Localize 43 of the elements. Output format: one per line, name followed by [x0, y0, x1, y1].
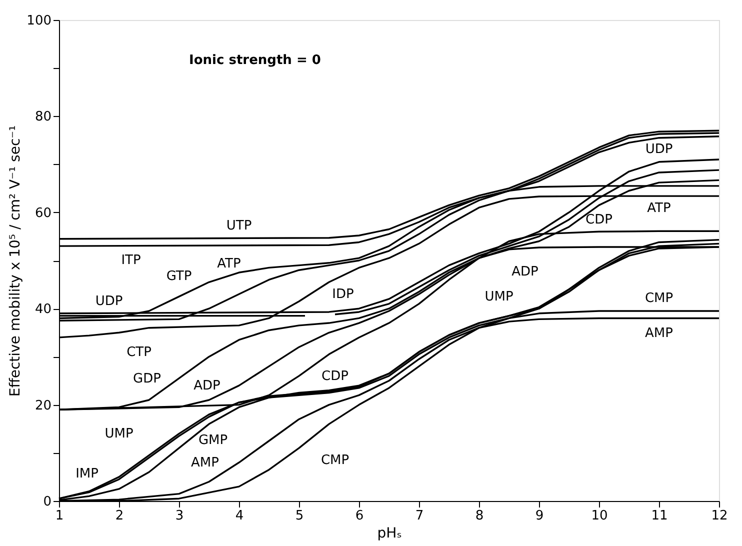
annotation: CTP: [126, 344, 152, 360]
annotation: GMP: [198, 433, 228, 448]
x-axis-title: pHₛ: [377, 526, 402, 542]
x-tick-label: 9: [535, 508, 544, 524]
annotation: AMP: [645, 326, 674, 342]
y-tick-label: 20: [34, 398, 52, 414]
annotation: ATP: [647, 200, 671, 216]
annotation: ADP: [512, 264, 539, 280]
x-tick-label: 2: [115, 508, 124, 524]
annotation: Ionic strength = 0: [189, 53, 321, 68]
annotation: IMP: [76, 466, 99, 482]
x-tick-label: 5: [295, 508, 304, 524]
x-tick-label: 6: [355, 508, 364, 524]
annotation: ATP: [217, 256, 241, 272]
annotation: IDP: [332, 286, 354, 302]
annotation: GDP: [133, 371, 162, 386]
x-tick-label: 12: [711, 508, 728, 524]
annotation: ITP: [121, 253, 141, 268]
x-tick-label: 11: [651, 508, 668, 524]
annotation: UMP: [484, 290, 514, 305]
y-tick-label: 100: [26, 14, 52, 28]
x-tick-label: 7: [415, 508, 424, 524]
y-axis-title: Effective mobility x 10⁵ / cm² V⁻¹ sec⁻¹: [8, 125, 24, 397]
x-tick-label: 10: [591, 508, 608, 524]
y-tick-label: 80: [34, 110, 52, 125]
annotation: GTP: [166, 269, 192, 284]
annotation: ADP: [194, 378, 221, 394]
annotation: CDP: [322, 368, 349, 384]
annotation: CMP: [644, 291, 674, 306]
x-tick-label: 1: [55, 508, 64, 524]
annotation: UMP: [104, 426, 134, 442]
x-tick-label: 3: [175, 508, 184, 524]
y-tick-label: 0: [43, 494, 52, 510]
y-tick-label: 60: [34, 206, 52, 221]
y-tick-label: 40: [34, 302, 52, 318]
annotation: UDP: [645, 142, 673, 157]
x-tick-label: 4: [235, 508, 244, 524]
annotation: CDP: [586, 212, 613, 228]
annotation: UDP: [95, 294, 123, 309]
annotation: AMP: [191, 456, 220, 471]
x-tick-label: 8: [475, 508, 484, 524]
annotation: CMP: [320, 453, 350, 468]
annotation: UTP: [226, 218, 252, 234]
